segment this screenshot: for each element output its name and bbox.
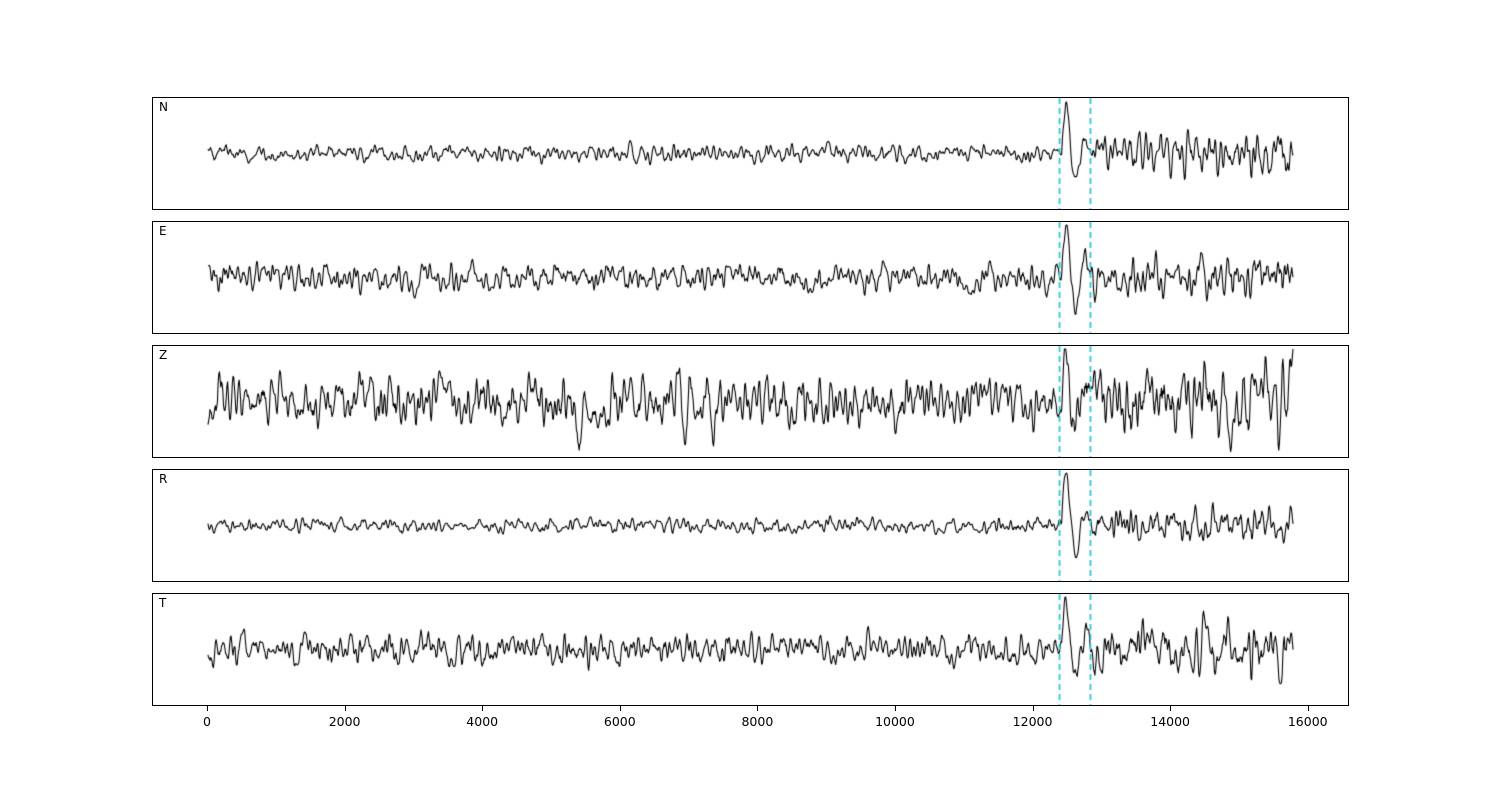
x-tick-mark	[207, 706, 209, 711]
x-tick-mark	[757, 706, 759, 711]
panel-label-r: R	[159, 472, 168, 486]
x-tick-label: 12000	[1012, 714, 1053, 729]
x-tick-label: 6000	[603, 714, 636, 729]
x-tick-label: 16000	[1287, 714, 1328, 729]
waveform-canvas-e	[153, 222, 1348, 333]
waveform-panel-e: E	[152, 221, 1349, 334]
x-tick-label: 2000	[328, 714, 361, 729]
waveform-panel-n: N	[152, 97, 1349, 210]
panel-label-n: N	[159, 100, 168, 114]
waveform-canvas-t	[153, 594, 1348, 705]
x-tick-mark	[1307, 706, 1309, 711]
panel-label-t: T	[159, 596, 167, 610]
x-tick-mark	[1032, 706, 1034, 711]
panel-label-e: E	[159, 224, 167, 238]
waveform-panel-r: R	[152, 469, 1349, 582]
panel-label-z: Z	[159, 348, 168, 362]
x-tick-label: 10000	[875, 714, 915, 729]
waveform-canvas-z	[153, 346, 1348, 457]
x-axis: 0 2000 4000 6000 8000 10000 12000 14000 16000	[0, 706, 1500, 746]
waveform-panel-t: T	[152, 593, 1349, 706]
x-tick-label: 14000	[1150, 714, 1191, 729]
x-tick-mark	[1170, 706, 1172, 711]
x-tick-label: 4000	[466, 714, 499, 729]
waveform-canvas-n	[153, 98, 1348, 209]
x-tick-mark	[482, 706, 484, 711]
x-tick-mark	[344, 706, 346, 711]
waveform-panel-z: Z	[152, 345, 1349, 458]
x-tick-label: 0	[203, 714, 212, 729]
waveform-canvas-r	[153, 470, 1348, 581]
x-tick-mark	[894, 706, 896, 711]
x-tick-mark	[619, 706, 621, 711]
x-tick-label: 8000	[741, 714, 774, 729]
